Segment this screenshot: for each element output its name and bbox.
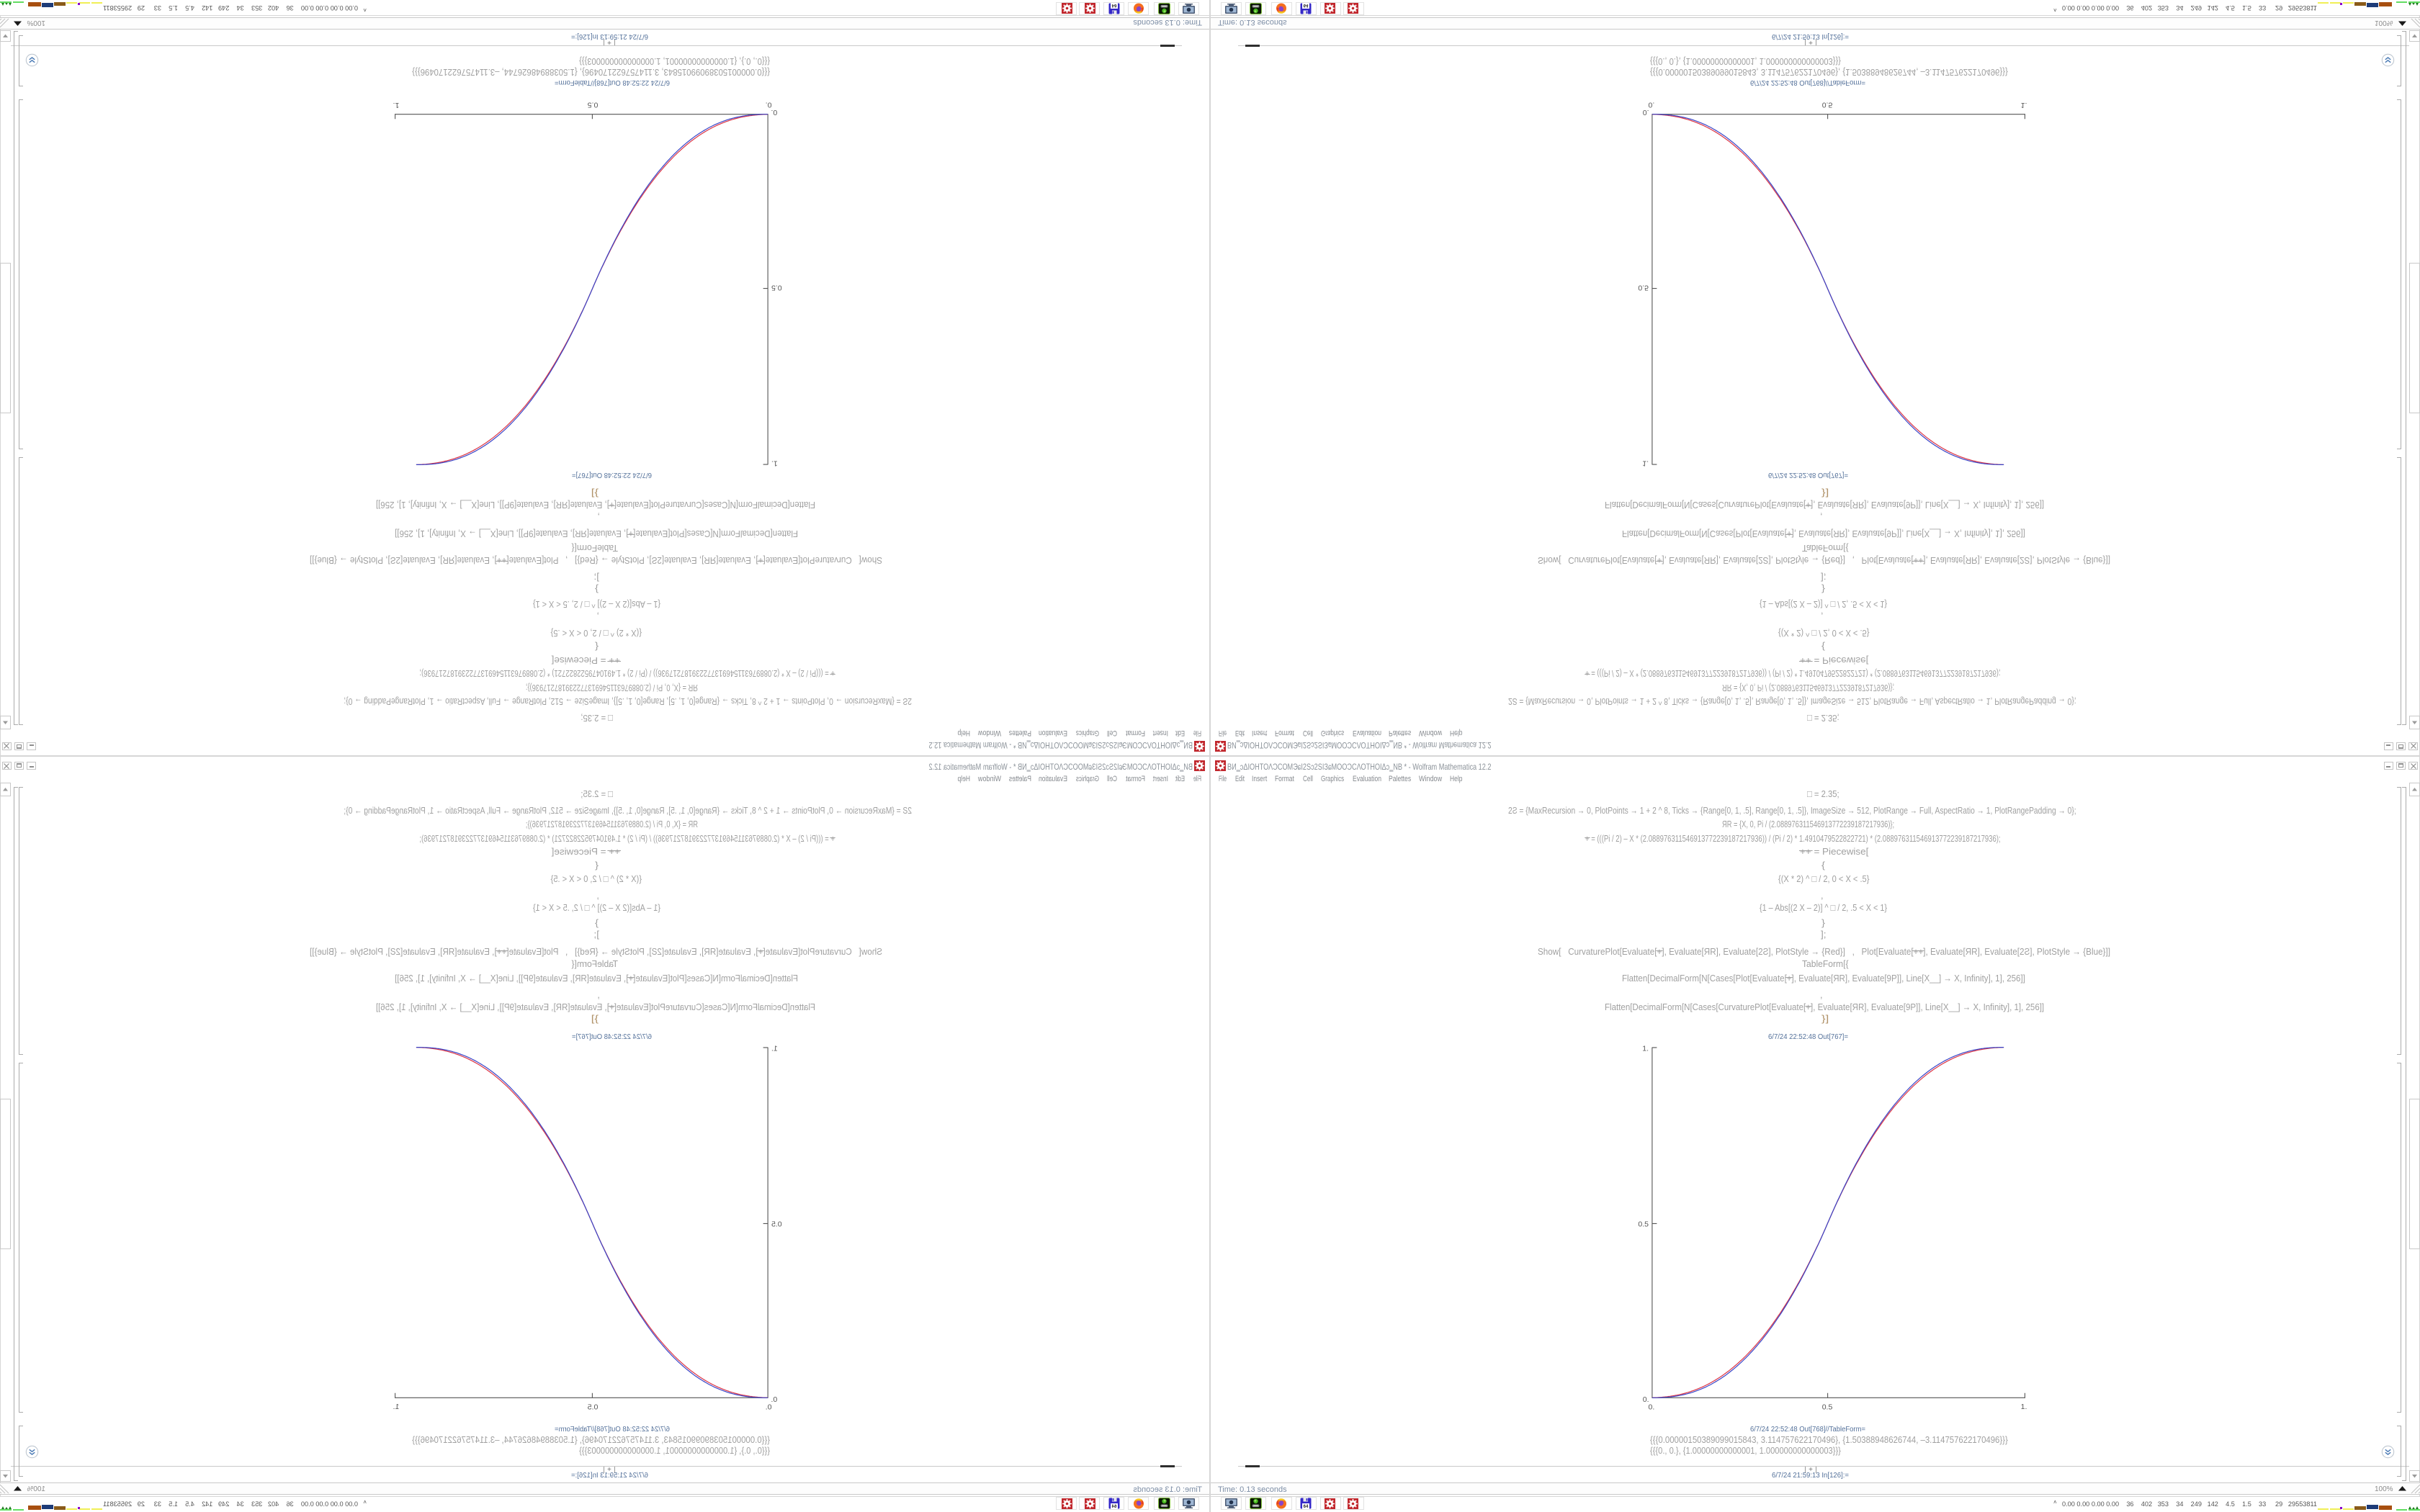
svg-text:0.5: 0.5 bbox=[1822, 101, 1833, 109]
svg-text:0.: 0. bbox=[1643, 1395, 1649, 1404]
svg-text:64: 64 bbox=[1111, 3, 1116, 7]
svg-text:0.5: 0.5 bbox=[588, 1403, 599, 1412]
svg-text:0.5: 0.5 bbox=[771, 1220, 782, 1229]
svg-text:1.: 1. bbox=[2021, 101, 2027, 109]
svg-text:0.: 0. bbox=[766, 1403, 772, 1412]
svg-text:0.5: 0.5 bbox=[588, 101, 599, 109]
svg-text:0.5: 0.5 bbox=[1638, 1220, 1649, 1229]
svg-text:1.: 1. bbox=[1642, 1045, 1649, 1053]
svg-text:1.: 1. bbox=[1642, 459, 1649, 468]
svg-text:1.: 1. bbox=[771, 1045, 778, 1053]
svg-text:0.: 0. bbox=[1649, 1403, 1655, 1412]
svg-text:1.: 1. bbox=[2021, 1403, 2027, 1411]
svg-text:1.: 1. bbox=[771, 459, 778, 468]
svg-text:1.: 1. bbox=[393, 1403, 400, 1411]
svg-text:0.5: 0.5 bbox=[1822, 1403, 1833, 1412]
svg-text:0.5: 0.5 bbox=[771, 284, 782, 292]
svg-text:0.: 0. bbox=[771, 1395, 778, 1404]
svg-text:0.: 0. bbox=[1649, 101, 1655, 109]
svg-text:64: 64 bbox=[1304, 3, 1309, 7]
svg-text:0.5: 0.5 bbox=[1638, 284, 1649, 292]
svg-text:64: 64 bbox=[1304, 1505, 1309, 1509]
svg-text:64: 64 bbox=[1111, 1505, 1116, 1509]
svg-text:0.: 0. bbox=[766, 101, 772, 109]
svg-text:0.: 0. bbox=[1643, 108, 1649, 117]
svg-text:0.: 0. bbox=[771, 108, 778, 117]
svg-text:1.: 1. bbox=[393, 101, 400, 109]
